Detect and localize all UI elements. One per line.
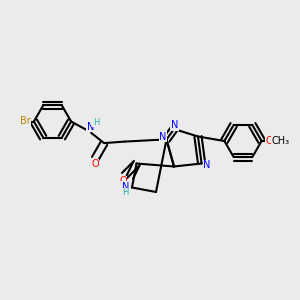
Text: O: O [91, 159, 99, 169]
Text: Br: Br [20, 116, 30, 127]
Text: O: O [119, 176, 127, 187]
Text: N: N [122, 182, 129, 192]
Text: N: N [203, 160, 211, 170]
Text: N: N [87, 122, 94, 132]
Text: N: N [171, 120, 178, 130]
Text: N: N [159, 131, 167, 142]
Text: O: O [266, 136, 274, 146]
Text: H: H [122, 188, 129, 197]
Text: H: H [93, 118, 99, 127]
Text: CH₃: CH₃ [272, 136, 290, 146]
